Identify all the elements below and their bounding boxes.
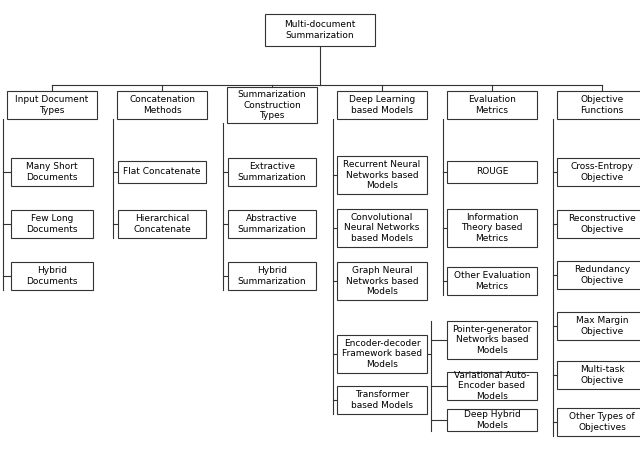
- FancyBboxPatch shape: [337, 91, 427, 119]
- FancyBboxPatch shape: [447, 409, 537, 431]
- Text: Input Document
Types: Input Document Types: [15, 95, 88, 114]
- Text: Graph Neural
Networks based
Models: Graph Neural Networks based Models: [346, 266, 419, 296]
- Text: Other Evaluation
Metrics: Other Evaluation Metrics: [454, 271, 531, 291]
- FancyBboxPatch shape: [228, 262, 316, 290]
- FancyBboxPatch shape: [447, 267, 537, 295]
- Text: Recurrent Neural
Networks based
Models: Recurrent Neural Networks based Models: [344, 160, 420, 190]
- Text: Multi-document
Summarization: Multi-document Summarization: [284, 20, 356, 40]
- FancyBboxPatch shape: [118, 210, 206, 238]
- FancyBboxPatch shape: [227, 87, 317, 123]
- FancyBboxPatch shape: [11, 262, 93, 290]
- FancyBboxPatch shape: [557, 408, 640, 436]
- FancyBboxPatch shape: [557, 158, 640, 186]
- Text: Concatenation
Methods: Concatenation Methods: [129, 95, 195, 114]
- FancyBboxPatch shape: [557, 91, 640, 119]
- Text: Pointer-generator
Networks based
Models: Pointer-generator Networks based Models: [452, 325, 532, 355]
- FancyBboxPatch shape: [447, 91, 537, 119]
- Text: Few Long
Documents: Few Long Documents: [26, 214, 77, 234]
- Text: ROUGE: ROUGE: [476, 168, 508, 176]
- Text: Transformer
based Models: Transformer based Models: [351, 390, 413, 410]
- FancyBboxPatch shape: [117, 91, 207, 119]
- Text: Abstractive
Summarization: Abstractive Summarization: [237, 214, 307, 234]
- FancyBboxPatch shape: [447, 209, 537, 247]
- FancyBboxPatch shape: [337, 209, 427, 247]
- FancyBboxPatch shape: [557, 312, 640, 340]
- FancyBboxPatch shape: [228, 158, 316, 186]
- FancyBboxPatch shape: [7, 91, 97, 119]
- FancyBboxPatch shape: [337, 386, 427, 414]
- Text: Max Margin
Objective: Max Margin Objective: [576, 316, 628, 336]
- Text: Convolutional
Neural Networks
based Models: Convolutional Neural Networks based Mode…: [344, 213, 420, 243]
- Text: Other Types of
Objectives: Other Types of Objectives: [569, 412, 635, 432]
- Text: Reconstructive
Objective: Reconstructive Objective: [568, 214, 636, 234]
- FancyBboxPatch shape: [557, 361, 640, 389]
- FancyBboxPatch shape: [228, 210, 316, 238]
- Text: Information
Theory based
Metrics: Information Theory based Metrics: [461, 213, 523, 243]
- FancyBboxPatch shape: [557, 261, 640, 289]
- FancyBboxPatch shape: [11, 210, 93, 238]
- Text: Extractive
Summarization: Extractive Summarization: [237, 162, 307, 182]
- FancyBboxPatch shape: [337, 335, 427, 373]
- FancyBboxPatch shape: [447, 372, 537, 400]
- Text: Hybrid
Summarization: Hybrid Summarization: [237, 266, 307, 286]
- Text: Variational Auto-
Encoder based
Models: Variational Auto- Encoder based Models: [454, 371, 530, 401]
- FancyBboxPatch shape: [265, 14, 375, 46]
- FancyBboxPatch shape: [11, 158, 93, 186]
- Text: Flat Concatenate: Flat Concatenate: [124, 168, 201, 176]
- FancyBboxPatch shape: [118, 161, 206, 183]
- Text: Redundancy
Objective: Redundancy Objective: [574, 265, 630, 285]
- Text: Hierarchical
Concatenate: Hierarchical Concatenate: [133, 214, 191, 234]
- Text: Multi-task
Objective: Multi-task Objective: [580, 365, 624, 385]
- Text: Summarization
Construction
Types: Summarization Construction Types: [237, 90, 307, 120]
- FancyBboxPatch shape: [337, 156, 427, 194]
- Text: Encoder-decoder
Framework based
Models: Encoder-decoder Framework based Models: [342, 339, 422, 369]
- FancyBboxPatch shape: [337, 262, 427, 300]
- Text: Deep Hybrid
Models: Deep Hybrid Models: [463, 410, 520, 430]
- FancyBboxPatch shape: [557, 210, 640, 238]
- Text: Evaluation
Metrics: Evaluation Metrics: [468, 95, 516, 114]
- Text: Many Short
Documents: Many Short Documents: [26, 162, 78, 182]
- Text: Objective
Functions: Objective Functions: [580, 95, 623, 114]
- Text: Cross-Entropy
Objective: Cross-Entropy Objective: [571, 162, 634, 182]
- Text: Deep Learning
based Models: Deep Learning based Models: [349, 95, 415, 114]
- FancyBboxPatch shape: [447, 161, 537, 183]
- FancyBboxPatch shape: [447, 321, 537, 359]
- Text: Hybrid
Documents: Hybrid Documents: [26, 266, 77, 286]
